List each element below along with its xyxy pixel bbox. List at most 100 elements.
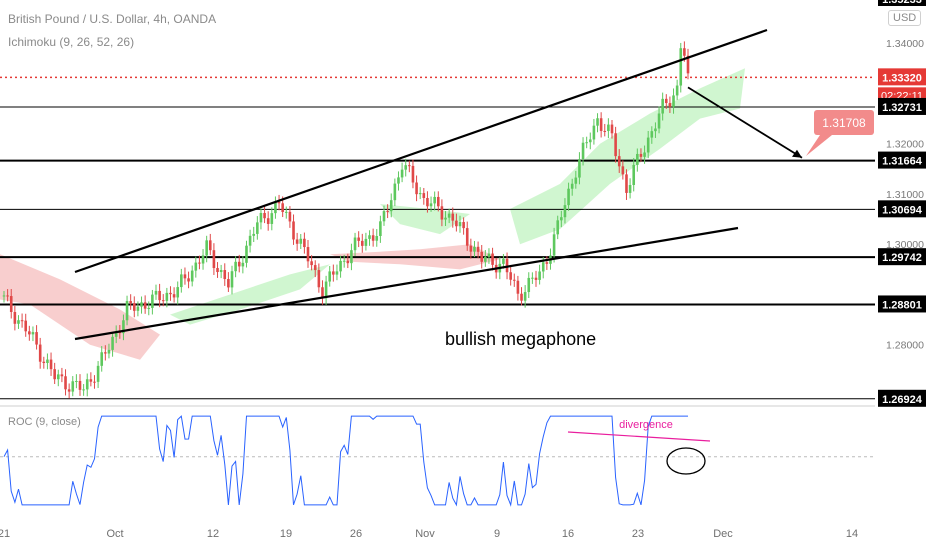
candle-body (610, 124, 614, 134)
candle-body (288, 211, 292, 222)
candle-body (393, 183, 397, 201)
candle-body (49, 359, 53, 370)
candle-body (9, 296, 13, 312)
candle-body (147, 307, 151, 309)
candle-body (465, 228, 469, 246)
candle-body (643, 152, 646, 157)
candle-body (111, 336, 114, 350)
candle-body (303, 238, 306, 248)
candle-body (675, 85, 679, 96)
candle-body (661, 98, 664, 114)
candle-body (292, 221, 295, 240)
level-label: 1.30694 (882, 204, 923, 216)
candle-body (190, 270, 194, 282)
candle-body (628, 185, 632, 193)
candle-body (375, 235, 379, 241)
candle-body (219, 270, 223, 273)
candle-body (259, 212, 263, 223)
candle-body (617, 156, 621, 167)
candle-body (234, 261, 237, 272)
price-tick-label: 1.34000 (886, 38, 924, 50)
candle-body (451, 213, 455, 221)
time-tick-label: 9 (494, 528, 500, 540)
candle-body (284, 211, 288, 213)
currency-badge[interactable]: USD (888, 10, 922, 26)
roc-line (3, 415, 688, 507)
candle-body (245, 245, 248, 263)
megaphone-upper-line (74, 28, 768, 274)
candle-body (505, 258, 509, 273)
candle-body (436, 196, 440, 207)
candle-body (256, 222, 259, 234)
candle-body (578, 159, 581, 178)
candle-body (82, 389, 85, 391)
candle-body (636, 153, 639, 165)
candle-body (42, 361, 46, 364)
level-badge (878, 200, 926, 218)
roc-indicator: divergence2.000.00-2.00 (0, 401, 932, 514)
candle-body (31, 332, 35, 335)
candle-body (93, 381, 96, 383)
time-tick-label: 19 (280, 528, 292, 540)
candle-body (6, 295, 9, 297)
megaphone-trendlines (74, 28, 768, 341)
time-axis[interactable]: 21 Oct 12 19 26 Nov 9 16 23 Dec 14 (0, 528, 858, 540)
projection-line (687, 86, 803, 159)
candle-body (563, 205, 567, 218)
candle-body (216, 268, 219, 273)
candle-body (581, 142, 585, 160)
price-tick-label: 1.28000 (886, 340, 924, 352)
candle-body (277, 201, 281, 204)
candle-body (317, 270, 321, 288)
candle-body (60, 374, 64, 377)
level-label: 1.32731 (882, 102, 922, 114)
candle-body (274, 201, 277, 214)
candle-body (180, 274, 183, 288)
candle-body (657, 113, 661, 129)
target-callout-pointer (806, 135, 832, 156)
target-value: 1.31708 (822, 116, 866, 130)
candle-body (603, 130, 607, 132)
candle-body (165, 292, 169, 301)
candle-body (28, 331, 31, 335)
candle-body (158, 290, 161, 301)
candle-body (328, 271, 332, 282)
candle-body (342, 260, 346, 262)
ichimoku-label[interactable]: Ichimoku (9, 26, 52, 26) (8, 35, 135, 49)
candle-body (458, 222, 462, 227)
divergence-label: divergence (619, 419, 673, 431)
candle-body (46, 359, 49, 364)
candle-body (13, 311, 17, 324)
roc-label[interactable]: ROC (9, close) (8, 416, 81, 428)
candle-body (596, 118, 599, 126)
candle-body (151, 294, 154, 308)
candle-body (187, 278, 190, 282)
candle-body (339, 260, 342, 272)
time-tick-label: Nov (415, 528, 435, 540)
symbol-title[interactable]: British Pound / U.S. Dollar, 4h, OANDA (8, 12, 217, 26)
annotations: bullish megaphone (445, 329, 596, 349)
level-badge (878, 0, 926, 6)
pattern-label: bullish megaphone (445, 329, 596, 349)
candle-body (56, 374, 60, 380)
candle-body (679, 48, 683, 86)
candle-body (462, 222, 465, 229)
candle-body (560, 217, 563, 221)
bullish-cloud (170, 264, 330, 325)
divergence-line (567, 431, 711, 442)
price-axis[interactable]: 1.340001.320001.310001.300001.280001.333… (875, 0, 932, 520)
candle-body (588, 139, 592, 143)
level-label: 1.28801 (882, 299, 922, 311)
candle-body (632, 164, 636, 186)
candle-body (270, 213, 274, 224)
candle-body (104, 352, 107, 354)
candle-body (570, 183, 574, 189)
candle-body (35, 332, 38, 345)
candle-body (683, 48, 686, 56)
candle-body (574, 177, 578, 184)
candle-body (136, 306, 140, 311)
arrowhead-icon (792, 149, 802, 158)
candle-body (426, 197, 429, 207)
candle-body (502, 258, 505, 264)
